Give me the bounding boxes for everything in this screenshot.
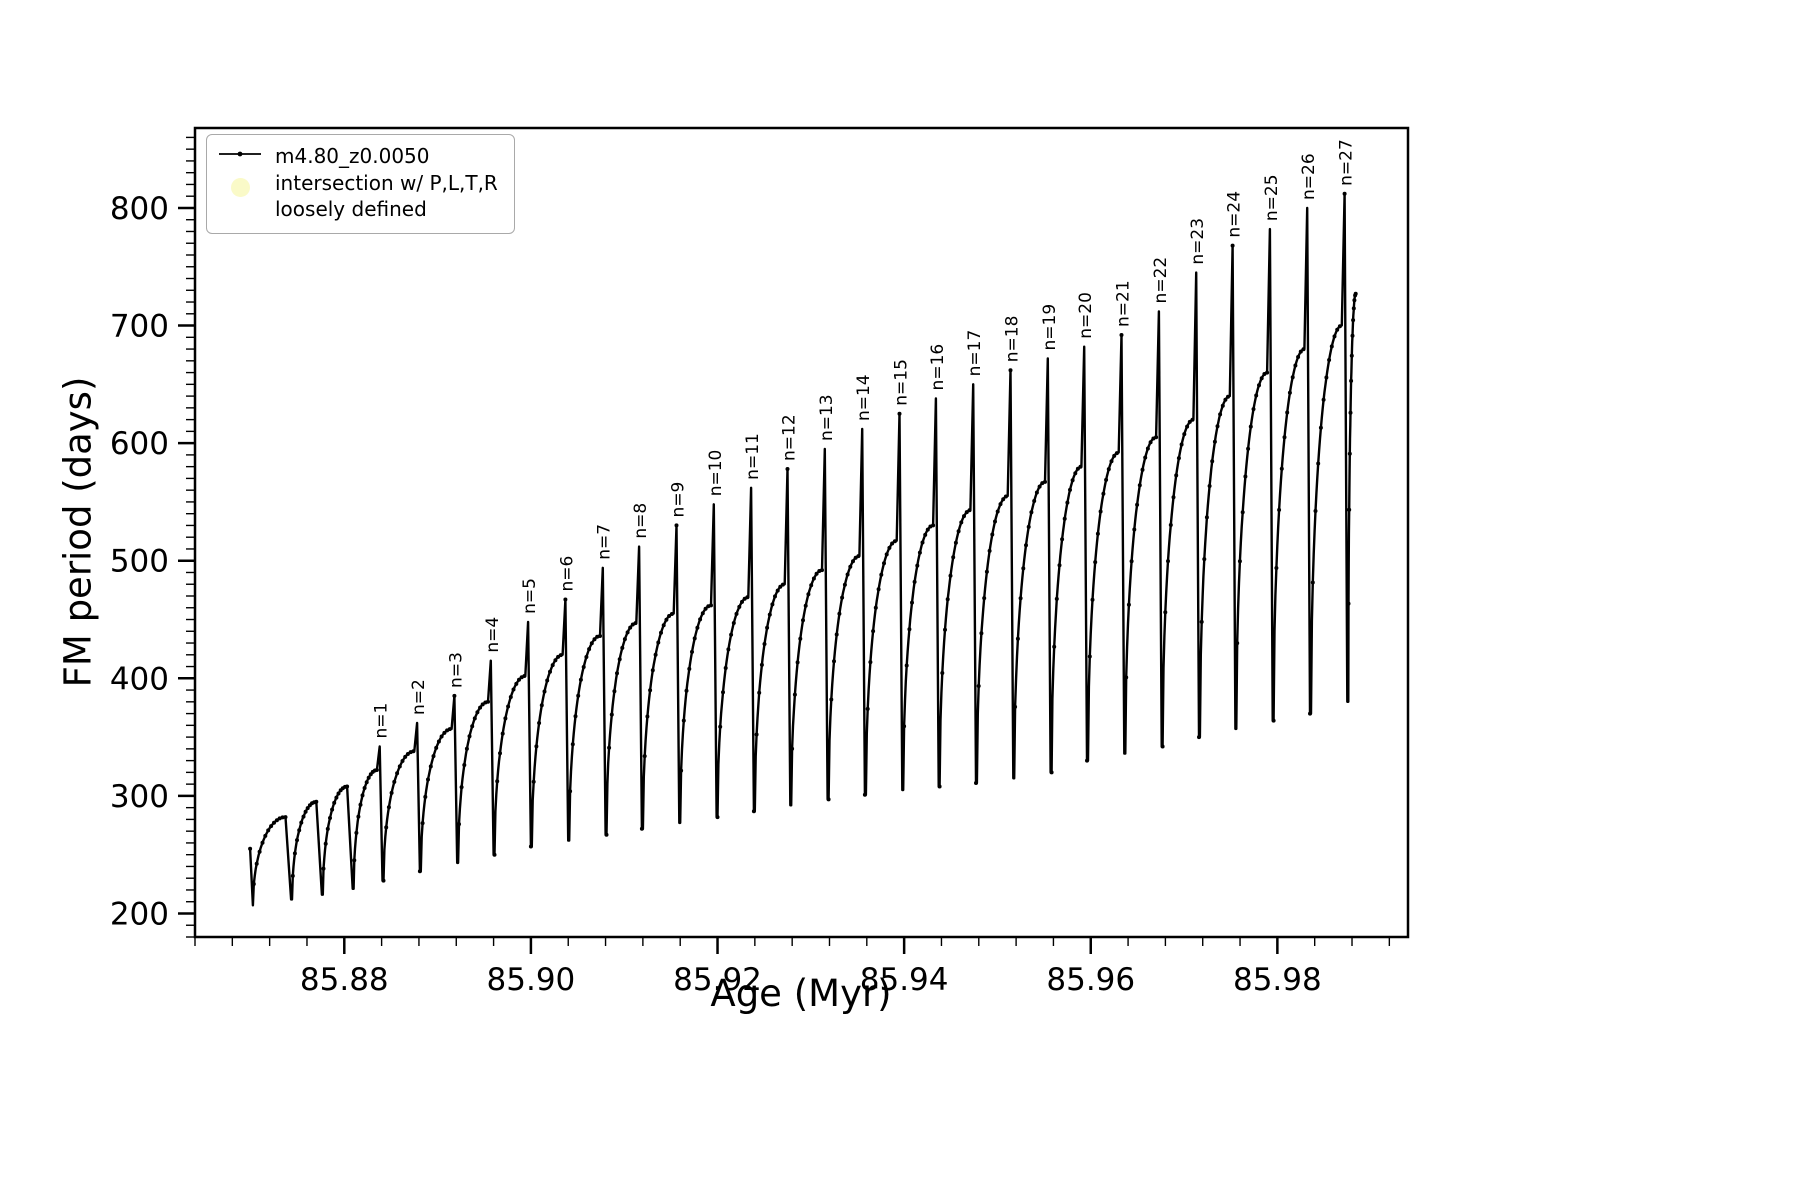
- spike-label-n26: n=26: [1299, 153, 1319, 200]
- spike-label-n10: n=10: [706, 450, 726, 497]
- x-axis-title: Age (Myr): [710, 972, 892, 1015]
- spike-label-n11: n=11: [743, 433, 763, 480]
- spike-label-n15: n=15: [891, 359, 911, 406]
- x-tick-label: 85.88: [300, 962, 389, 998]
- x-tick-label: 85.92: [673, 962, 762, 998]
- y-tick-label: 500: [110, 544, 169, 580]
- y-tick-label: 300: [110, 779, 169, 815]
- x-tick-label: 85.96: [1046, 962, 1135, 998]
- spike-label-n5: n=5: [520, 578, 540, 614]
- spike-label-n14: n=14: [854, 374, 874, 421]
- spike-label-n21: n=21: [1114, 280, 1134, 327]
- spike-label-n22: n=22: [1151, 257, 1171, 304]
- x-tick-label: 85.98: [1233, 962, 1322, 998]
- series-markers: [248, 191, 1358, 886]
- spike-label-n18: n=18: [1003, 316, 1023, 363]
- legend-entry-series: m4.80_z0.0050: [217, 144, 498, 168]
- spike-label-n3: n=3: [446, 652, 466, 688]
- spike-label-n1: n=1: [372, 703, 392, 739]
- spike-label-n16: n=16: [928, 344, 948, 391]
- spike-label-n12: n=12: [780, 414, 800, 461]
- spike-label-n4: n=4: [483, 617, 503, 653]
- legend: m4.80_z0.0050 intersection w/ P,L,T,R lo…: [206, 134, 515, 234]
- intersection-dot-marker-icon: [217, 170, 263, 197]
- y-tick-label: 200: [110, 896, 169, 932]
- spike-label-n27: n=27: [1337, 139, 1357, 186]
- series-line: [248, 192, 1357, 907]
- line-dot-marker-icon: [217, 144, 263, 162]
- y-tick-label: 400: [110, 661, 169, 697]
- spike-label-n9: n=9: [668, 482, 688, 518]
- spike-label-n23: n=23: [1188, 218, 1208, 265]
- spike-label-n2: n=2: [409, 679, 429, 715]
- x-tick-label: 85.90: [487, 962, 576, 998]
- x-tick-label: 85.94: [860, 962, 949, 998]
- legend-label-intersection: intersection w/ P,L,T,R loosely defined: [275, 171, 498, 221]
- y-tick-label: 600: [110, 426, 169, 462]
- spike-label-n17: n=17: [965, 330, 985, 377]
- legend-entry-intersection: intersection w/ P,L,T,R loosely defined: [217, 170, 498, 222]
- spike-label-n20: n=20: [1076, 292, 1096, 339]
- spike-label-n6: n=6: [557, 556, 577, 592]
- y-tick-label: 800: [110, 191, 169, 227]
- y-axis-title: FM period (days): [56, 376, 100, 688]
- spike-label-n19: n=19: [1040, 304, 1060, 351]
- spike-label-n7: n=7: [595, 524, 615, 560]
- spike-label-n8: n=8: [631, 503, 651, 539]
- spike-label-n13: n=13: [817, 394, 837, 441]
- legend-label-series: m4.80_z0.0050: [275, 144, 430, 168]
- spike-label-n24: n=24: [1225, 191, 1245, 238]
- y-tick-label: 700: [110, 309, 169, 345]
- spike-label-n25: n=25: [1262, 174, 1282, 221]
- plot-frame: [193, 126, 1410, 939]
